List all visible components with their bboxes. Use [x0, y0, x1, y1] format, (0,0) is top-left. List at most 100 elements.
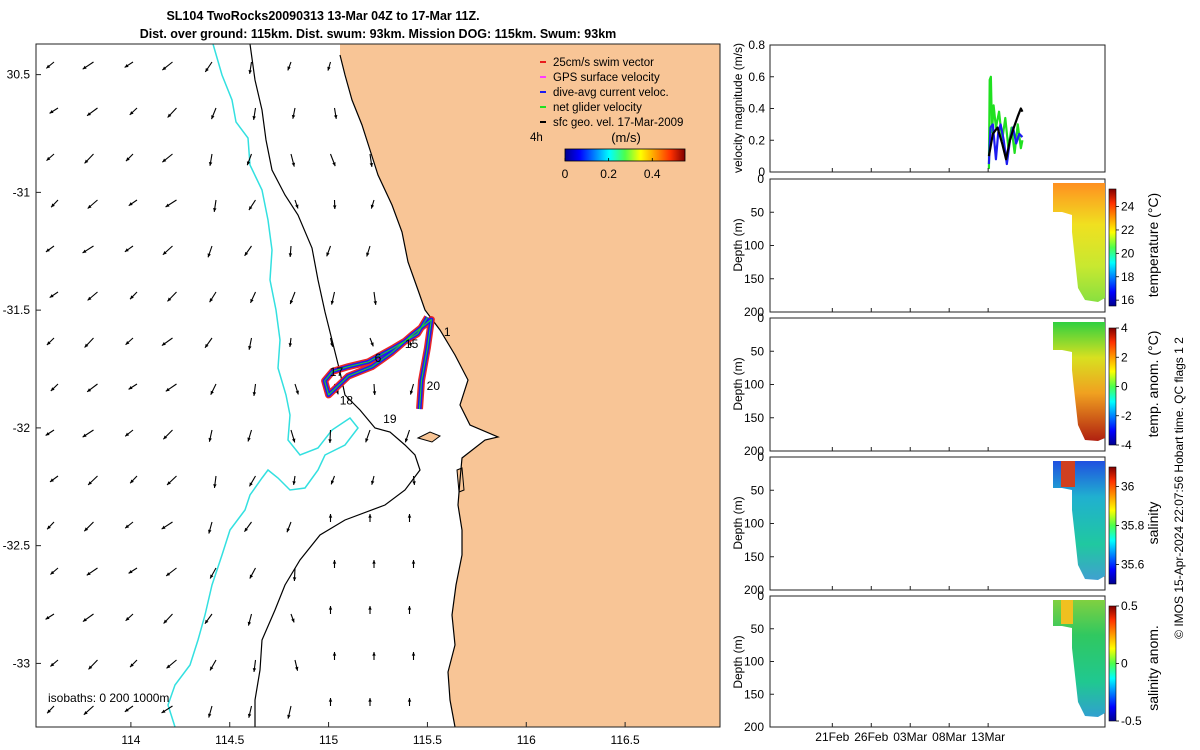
- velocity-arrow: [326, 245, 332, 257]
- velocity-arrow-head: [130, 295, 134, 300]
- section-y-tick-label: 150: [744, 272, 764, 286]
- section-y-tick-label: 100: [744, 239, 764, 253]
- velocity-arrow-head: [87, 296, 92, 301]
- velocity-arrow-head: [288, 253, 293, 257]
- velocity-arrow-head: [404, 438, 409, 443]
- legend-label-gps: GPS surface velocity: [553, 72, 660, 84]
- velocity-arrow: [209, 291, 217, 303]
- isobath-0m: [339, 54, 500, 727]
- velocity-arrow-head: [45, 432, 50, 436]
- velocity-arrow: [366, 245, 371, 257]
- section-cbar-tick-label: 24: [1121, 200, 1135, 214]
- velocity-arrow: [209, 567, 217, 579]
- velocity-arrow-head: [252, 392, 257, 396]
- velocity-arrow-head: [210, 574, 214, 579]
- velocity-arrow-head: [47, 709, 51, 714]
- section-cbar-tick-label: 20: [1121, 246, 1135, 260]
- velocity-arrow: [124, 429, 134, 437]
- velocity-arrow-head: [248, 345, 252, 350]
- velocity-arrow: [128, 383, 138, 390]
- date-tick-label: 08Mar: [932, 730, 966, 744]
- velocity-arrow: [167, 107, 177, 118]
- velocity-arrow: [328, 429, 332, 444]
- velocity-arrow-head: [287, 66, 291, 71]
- temperature-ylabel: Depth (m): [731, 218, 745, 271]
- velocity-arrow: [125, 613, 134, 622]
- section-y-tick-label: 200: [744, 720, 764, 734]
- velocity-arrow-head: [291, 618, 295, 623]
- velocity-arrow: [86, 383, 98, 393]
- velocity-arrow-head: [125, 341, 130, 345]
- velocity-arrow: [370, 199, 375, 209]
- velocity-arrow: [125, 337, 134, 346]
- velocity-arrow-head: [332, 652, 337, 656]
- velocity-arrow: [372, 383, 377, 396]
- velocity-arrow-head: [287, 714, 291, 719]
- velocity-arrow-head: [407, 698, 412, 702]
- salinity-panel: Depth (m) salinity: [731, 456, 1161, 591]
- velocity-arrow-head: [161, 342, 166, 346]
- velocity-arrow: [45, 245, 55, 253]
- velocity-arrow-head: [366, 252, 370, 257]
- velocity-arrow-head: [125, 524, 130, 529]
- velocity-arrow: [45, 429, 55, 436]
- section-y-tick-label: 0: [757, 589, 764, 603]
- velocity-arrow-head: [333, 115, 338, 119]
- velocity-arrow-head: [86, 571, 91, 576]
- temp-anom-section: [1053, 322, 1105, 441]
- velocity-arrow: [411, 560, 416, 568]
- velocity-arrow-head: [295, 390, 299, 395]
- date-tick-label: 13Mar: [971, 730, 1005, 744]
- section-y-tick-label: 150: [744, 550, 764, 564]
- velocity-arrow: [328, 514, 333, 522]
- section-y-tick-label: 50: [751, 344, 765, 358]
- salinity-colorbar: [1108, 466, 1117, 585]
- velocity-arrow-head: [213, 484, 217, 488]
- velocity-arrow: [82, 61, 94, 70]
- velocity-arrow-head: [124, 248, 129, 252]
- velocity-arrow-head: [244, 251, 249, 256]
- velocity-arrow: [46, 705, 55, 714]
- section-cbar-tick-label: 35.8: [1121, 519, 1145, 533]
- velocity-arrow: [165, 383, 177, 392]
- velocity-arrow: [161, 521, 173, 530]
- isobath-200m: [249, 44, 421, 727]
- velocity-arrow-head: [247, 621, 252, 626]
- section-y-tick-label: 150: [744, 411, 764, 425]
- legend-label-net: net glider velocity: [553, 102, 642, 114]
- temp-anom-ylabel: Depth (m): [731, 357, 745, 410]
- velocity-arrow: [412, 475, 416, 486]
- velocity-arrow-head: [292, 438, 296, 443]
- velocity-arrow: [207, 245, 213, 258]
- temperature-colorbar: [1108, 188, 1117, 307]
- velocity-arrow: [208, 153, 213, 166]
- velocity-arrow: [86, 567, 98, 576]
- velocity-series-line: [987, 107, 1024, 161]
- date-tick-label: 26Feb: [854, 730, 888, 744]
- velocity-arrow-head: [204, 619, 209, 624]
- velocity-y-tick-label: 0.8: [748, 38, 765, 52]
- velocity-arrow: [368, 606, 372, 614]
- velocity-y-tick-label: 0.2: [748, 133, 765, 147]
- velocity-arrow-head: [128, 202, 133, 206]
- speed-colorbar-ticks: 0 0.2 0.4: [562, 158, 661, 181]
- track-day-label: 19: [383, 412, 397, 426]
- velocity-arrow: [365, 429, 371, 443]
- velocity-arrow-head: [84, 527, 89, 532]
- velocity-arrow-head: [162, 251, 167, 255]
- velocity-arrow-head: [84, 343, 89, 348]
- velocity-arrow: [87, 475, 98, 486]
- velocity-arrow: [370, 475, 375, 485]
- section-y-tick-label: 200: [744, 444, 764, 458]
- velocity-arrow-head: [208, 713, 212, 718]
- velocity-arrow-head: [165, 387, 170, 392]
- map-frame: [35, 43, 721, 728]
- velocity-arrow-head: [407, 606, 412, 610]
- section-cbar-tick-label: 0: [1121, 380, 1128, 394]
- velocity-arrow-head: [252, 668, 257, 672]
- velocity-arrow-head: [49, 294, 54, 298]
- velocity-arrow: [330, 291, 336, 305]
- velocity-arrow: [407, 514, 412, 522]
- velocity-arrow-head: [248, 70, 252, 74]
